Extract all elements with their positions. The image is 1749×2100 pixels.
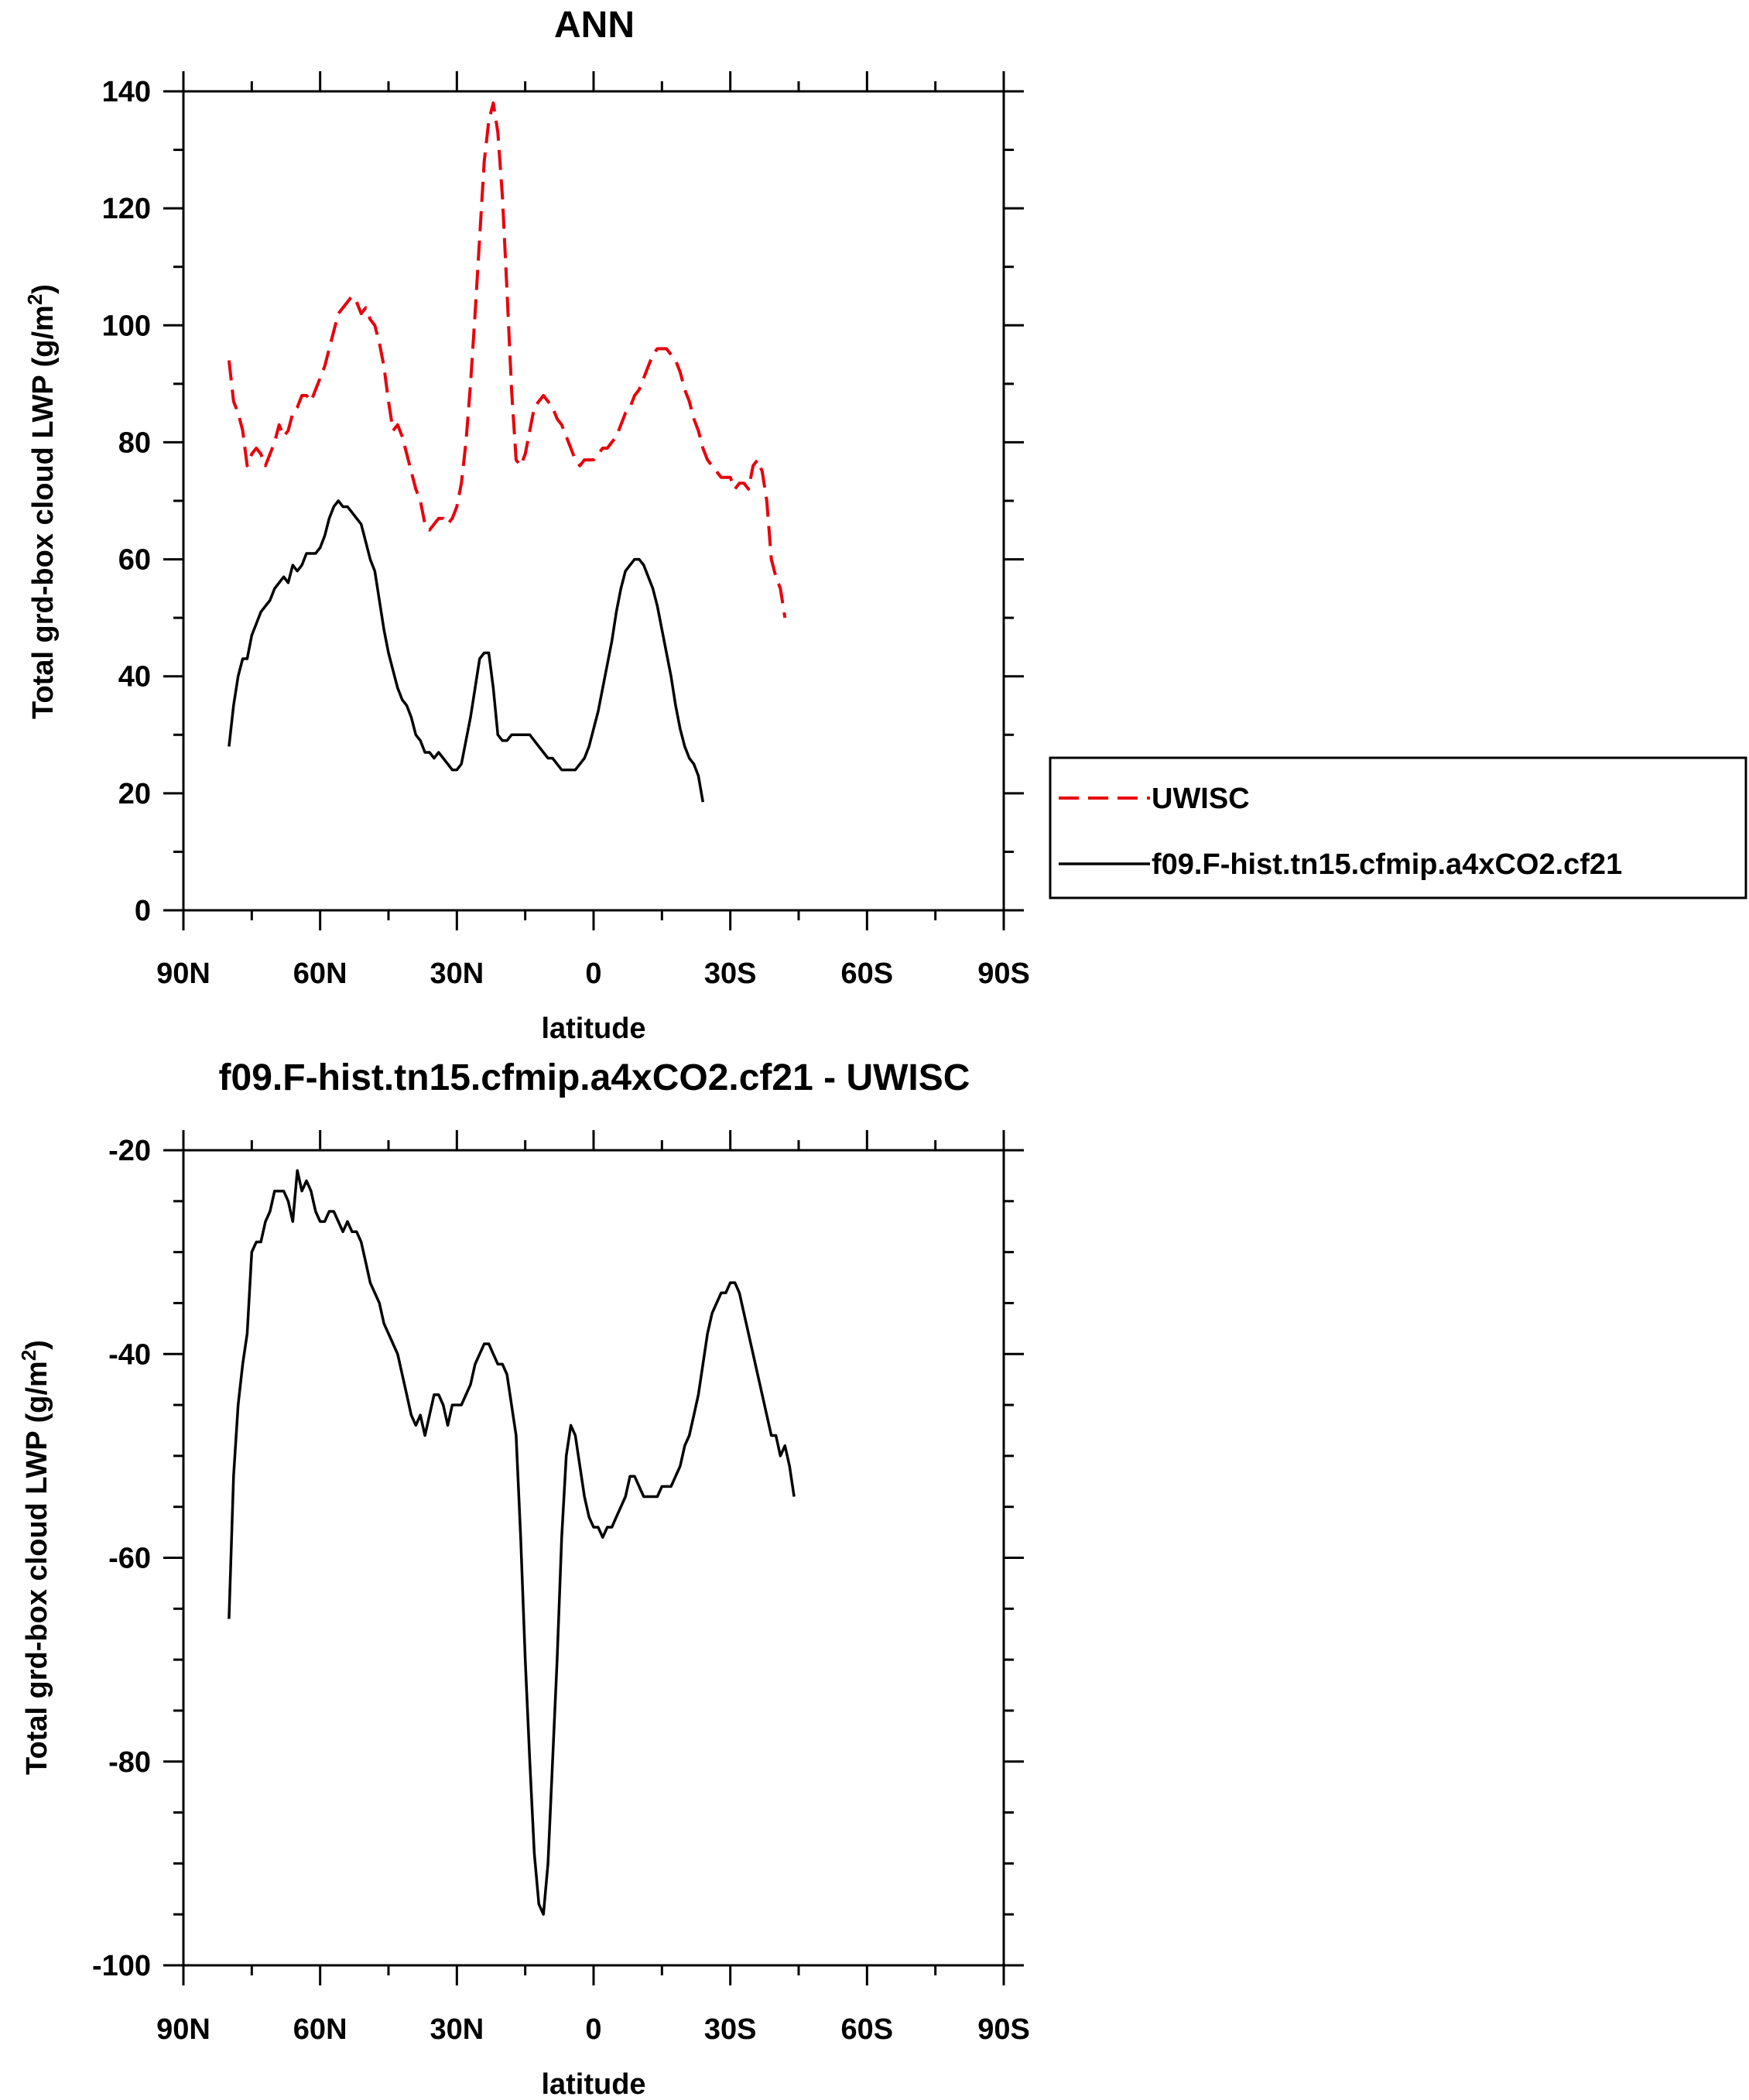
series-line-f09-f-hist-tn15-cfmip-a4xco2-cf21 <box>228 499 705 803</box>
legend-label-uwisc: UWISC <box>1152 783 1250 815</box>
y-tick-label: -80 <box>108 1746 151 1779</box>
series-lines <box>228 1169 796 1916</box>
y-axis-label-tail: ) <box>21 1340 53 1350</box>
x-tick-label: 0 <box>585 958 601 990</box>
x-axis-label: latitude <box>541 2068 645 2100</box>
y-tick-label: -20 <box>108 1135 151 1167</box>
y-tick-label: 80 <box>118 427 151 459</box>
y-axis-label: Total grd-box cloud LWP (g/m2) <box>23 284 60 719</box>
legend-label-model: f09.F-hist.tn15.cfmip.a4xCO2.cf21 <box>1152 848 1622 881</box>
y-axis-label-sup: 2 <box>23 294 46 305</box>
y-tick-label: 60 <box>118 544 151 577</box>
y-tick-label: 100 <box>102 310 151 342</box>
x-tick-label: 90N <box>156 2013 210 2046</box>
y-tick-label: -40 <box>108 1338 151 1371</box>
x-tick-label: 60N <box>293 2013 347 2046</box>
x-tick-labels: 90N 60N 30N 0 30S 60S 90S <box>156 958 1030 990</box>
chart-title: ANN <box>554 5 635 46</box>
x-axis-label: latitude <box>541 1012 645 1045</box>
x-tick-labels: 90N 60N 30N 0 30S 60S 90S <box>156 2013 1030 2046</box>
axis-ticks <box>163 71 1024 930</box>
series-lines <box>227 101 787 803</box>
y-axis-label-tail: ) <box>27 284 60 294</box>
y-axis-label-base: Total grd-box cloud LWP (g/m <box>21 1361 53 1775</box>
x-tick-label: 30N <box>430 958 484 990</box>
chart-title: f09.F-hist.tn15.cfmip.a4xCO2.cf21 - UWIS… <box>219 1057 970 1098</box>
y-tick-labels: 0 20 40 60 80 100 120 140 <box>102 76 151 927</box>
legend: UWISC f09.F-hist.tn15.cfmip.a4xCO2.cf21 <box>1049 756 1747 899</box>
plot-frame <box>182 1149 1005 1967</box>
y-tick-label: 120 <box>102 193 151 225</box>
x-tick-label: 30N <box>430 2013 484 2046</box>
y-axis-label-base: Total grd-box cloud LWP (g/m <box>27 305 60 719</box>
x-tick-label: 30S <box>704 2013 757 2046</box>
axis-ticks <box>163 1130 1024 1985</box>
y-tick-label: 0 <box>135 895 151 927</box>
x-tick-label: 0 <box>585 2013 601 2046</box>
y-tick-label: 20 <box>118 778 151 810</box>
chart-ann: ANN 90N 60N 30N 0 30S 60S 90S 0 20 40 60 80 100 120 1… <box>23 5 1030 1045</box>
y-tick-label: -60 <box>108 1543 151 1575</box>
y-axis-label: Total grd-box cloud LWP (g/m2) <box>17 1340 53 1775</box>
series-line-uwisc <box>227 101 787 618</box>
x-tick-label: 90N <box>156 958 210 990</box>
legend-box <box>1049 756 1747 899</box>
y-tick-label: 40 <box>118 661 151 694</box>
y-axis-label-sup: 2 <box>17 1350 40 1361</box>
x-tick-label: 90S <box>977 958 1030 990</box>
chart-difference: f09.F-hist.tn15.cfmip.a4xCO2.cf21 - UWIS… <box>17 1057 1030 2100</box>
x-tick-label: 60S <box>841 2013 894 2046</box>
y-tick-label: -100 <box>92 1950 151 1982</box>
series-line-difference <box>228 1169 796 1916</box>
x-tick-label: 60N <box>293 958 347 990</box>
plot-frame <box>182 90 1005 912</box>
y-tick-label: 140 <box>102 76 151 108</box>
x-tick-label: 60S <box>841 958 894 990</box>
x-tick-label: 90S <box>977 2013 1030 2046</box>
y-tick-labels: -100 -80 -60 -40 -20 <box>92 1135 151 1982</box>
x-tick-label: 30S <box>704 958 757 990</box>
